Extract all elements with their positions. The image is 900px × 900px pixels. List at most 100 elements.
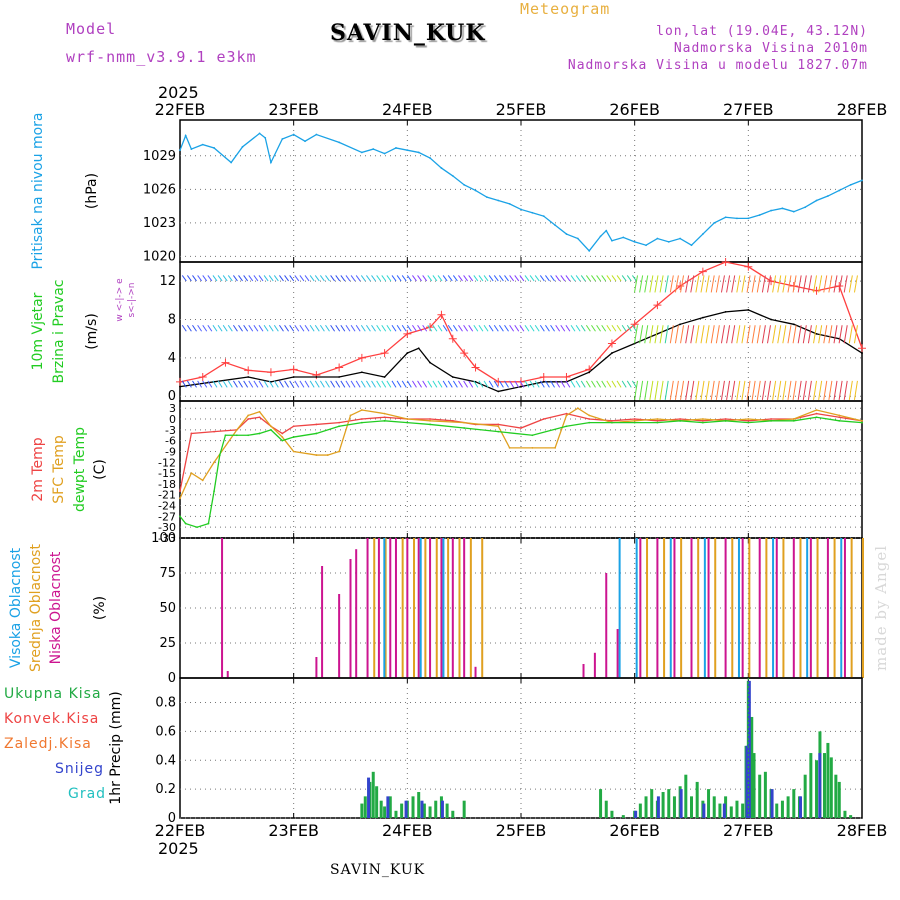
wind-barb [639, 275, 644, 293]
clouds-bar [442, 538, 445, 678]
temperature-point [292, 436, 295, 438]
wind-barb [685, 275, 690, 293]
wind-barb [432, 380, 438, 388]
precipitation-bar [752, 753, 756, 818]
pressure-point [531, 211, 534, 214]
wind-barb [447, 275, 453, 282]
wind-barb [695, 325, 700, 344]
wind-speed-marker [357, 353, 366, 362]
precipitation-bar [735, 800, 739, 818]
wind-speed-marker [266, 368, 275, 377]
wind-barb [545, 324, 550, 332]
wind-barb [202, 380, 208, 388]
legend-grad: Grad [68, 786, 107, 802]
temp-ylabel: 2m Temp [30, 437, 46, 501]
wind-barb [570, 380, 576, 388]
clouds-bar [850, 538, 853, 678]
wind-point [406, 352, 409, 354]
precipitation-bar [672, 796, 676, 818]
top-year-label: 2025 [158, 83, 199, 102]
wind-barb [186, 380, 192, 388]
wind-barb [833, 325, 838, 344]
temperature-point [258, 410, 261, 413]
wind-barb [319, 324, 325, 332]
temperature-point [281, 436, 284, 438]
wind-barb [504, 380, 509, 388]
wind-barb [843, 275, 848, 293]
clouds-ytick-label: 0 [168, 671, 176, 686]
temperature-ytick-label: -27 [158, 510, 176, 523]
temperature-point [360, 421, 363, 424]
wind-point [611, 352, 613, 354]
precipitation-bar [803, 774, 807, 818]
wind-barb [447, 380, 453, 388]
wind-barb [792, 275, 797, 293]
wind-barb [360, 380, 366, 388]
temperature-point [724, 418, 727, 420]
clouds-bar [656, 538, 659, 678]
cloud-ylabel: Visoka Oblacnost [8, 547, 24, 668]
temperature-series-2m-temp [179, 412, 863, 492]
wind-barb [238, 324, 243, 332]
precipitation-bar [388, 796, 392, 818]
wind-barb [838, 275, 843, 293]
wind-barb [493, 380, 499, 388]
pressure-point [190, 148, 193, 150]
wind-barb [705, 380, 710, 400]
wind-barb [478, 275, 484, 282]
bottom-date-label: 22FEB [155, 821, 206, 840]
precipitation-bar [404, 800, 408, 818]
wind-barb [838, 325, 843, 344]
wind-barb [386, 275, 392, 282]
temperature-point [656, 419, 659, 422]
wind-barb [659, 275, 664, 293]
station-elevation: Nadmorska Visina 2010m [673, 41, 868, 56]
wind-barb [616, 275, 622, 282]
wind-speed-marker [437, 310, 446, 319]
wind-barb [818, 325, 823, 344]
temperature-point [451, 419, 454, 422]
wind-barb [248, 380, 254, 388]
precipitation-bar [634, 810, 638, 818]
wind-barb [279, 380, 284, 388]
clouds-bar [697, 538, 700, 678]
wind-barb [304, 275, 310, 282]
precipitation-bar [363, 796, 367, 818]
clouds-bar [741, 538, 744, 678]
wind-barb [319, 275, 325, 282]
clouds-bar [799, 538, 802, 678]
pressure-ytick-label: 1023 [143, 216, 176, 231]
wind-barb [207, 324, 213, 332]
wind-barb [626, 380, 632, 388]
wind-barb [807, 325, 812, 344]
wind-speed-marker [244, 366, 253, 375]
wind-barb [710, 380, 715, 400]
wind-barb [828, 380, 833, 400]
clouds-ytick-label: 75 [159, 566, 176, 581]
pressure-point [201, 143, 204, 146]
pressure-point [315, 133, 318, 136]
top-date-label: 24FEB [382, 100, 433, 119]
wind-barb [355, 380, 361, 388]
precipitation-bar [440, 800, 444, 818]
wind-barb [787, 325, 792, 344]
pressure-point [395, 147, 397, 149]
clouds-bar [435, 538, 438, 678]
wind-point [360, 371, 363, 374]
wind-barb [644, 275, 649, 293]
wind-barb [514, 275, 520, 282]
wind-barb [452, 380, 458, 388]
legend-snijeg: Snijeg [55, 761, 105, 777]
temperature-point [292, 425, 295, 428]
wind-barb [406, 324, 412, 332]
wind-barb [376, 380, 382, 388]
temperature-point [196, 526, 198, 529]
pressure-ylabel: Pritisak na nivou mora [30, 112, 46, 269]
wind-point [429, 361, 431, 364]
precipitation-bar [712, 796, 716, 818]
wind-barb [631, 380, 637, 388]
temperature-point [565, 414, 568, 417]
temperature-point [576, 407, 579, 410]
pressure-point [440, 167, 443, 169]
precipitation-bar [375, 786, 379, 818]
